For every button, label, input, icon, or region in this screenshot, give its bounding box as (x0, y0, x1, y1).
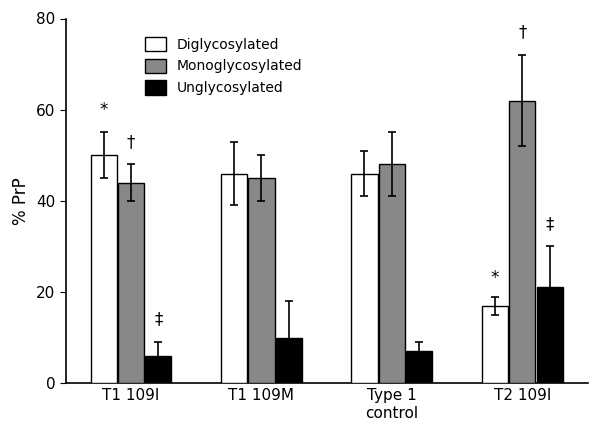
Bar (221, 174, 247, 383)
Bar (118, 183, 144, 383)
Text: ‡: ‡ (545, 215, 554, 233)
Bar (248, 178, 275, 383)
Bar (482, 306, 508, 383)
Text: ‡: ‡ (154, 310, 163, 329)
Text: †: † (127, 133, 135, 151)
Text: †: † (518, 23, 526, 41)
Bar (352, 174, 377, 383)
Bar (406, 351, 433, 383)
Bar (276, 338, 302, 383)
Y-axis label: % PrP: % PrP (13, 177, 31, 225)
Bar (509, 100, 535, 383)
Bar (379, 165, 405, 383)
Legend: Diglycosylated, Monoglycosylated, Unglycosylated: Diglycosylated, Monoglycosylated, Unglyc… (140, 33, 307, 100)
Text: *: * (100, 101, 108, 119)
Bar (536, 288, 563, 383)
Text: *: * (491, 269, 499, 288)
Bar (145, 356, 172, 383)
Bar (91, 155, 117, 383)
